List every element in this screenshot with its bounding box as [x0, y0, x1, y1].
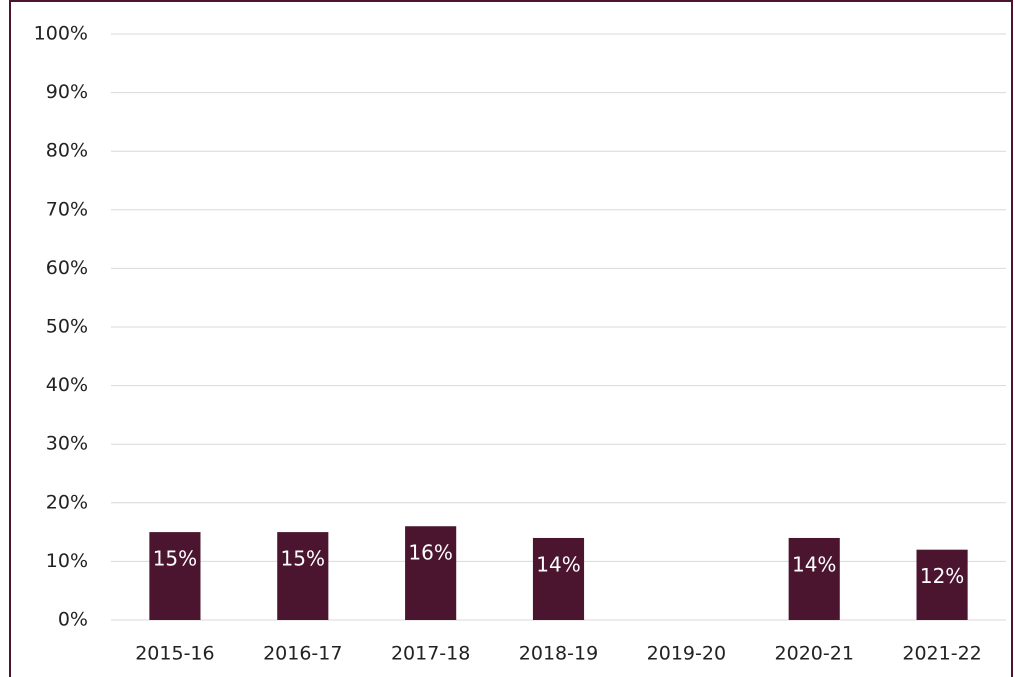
data-label: 15%: [281, 547, 325, 571]
y-tick-label: 40%: [46, 374, 88, 396]
x-tick-label: 2016-17: [263, 643, 342, 665]
data-label: 14%: [792, 552, 836, 576]
data-label: 16%: [408, 541, 452, 565]
y-tick-label: 10%: [46, 550, 88, 572]
bar: [916, 549, 968, 620]
y-tick-label: 70%: [46, 198, 88, 220]
y-tick-label: 80%: [46, 140, 88, 162]
data-label: 12%: [920, 564, 964, 588]
y-tick-label: 30%: [46, 433, 88, 455]
y-tick-label: 0%: [58, 609, 88, 631]
x-tick-label: 2015-16: [135, 643, 214, 665]
y-tick-label: 60%: [46, 257, 88, 279]
y-tick-label: 50%: [46, 316, 88, 338]
y-tick-label: 90%: [46, 81, 88, 103]
bar: [277, 532, 329, 620]
x-tick-label: 2018-19: [519, 643, 598, 665]
bar: [788, 537, 840, 620]
y-tick-label: 20%: [46, 491, 88, 513]
y-tick-label: 100%: [34, 23, 88, 45]
bar: [149, 532, 201, 620]
bar: [405, 526, 457, 620]
x-tick-label: 2020-21: [775, 643, 854, 665]
x-tick-label: 2017-18: [391, 643, 470, 665]
x-tick-label: 2019-20: [647, 643, 726, 665]
bar: [532, 537, 585, 620]
x-tick-label: 2021-22: [902, 643, 981, 665]
data-label: 15%: [153, 547, 197, 571]
data-label: 14%: [536, 552, 580, 576]
